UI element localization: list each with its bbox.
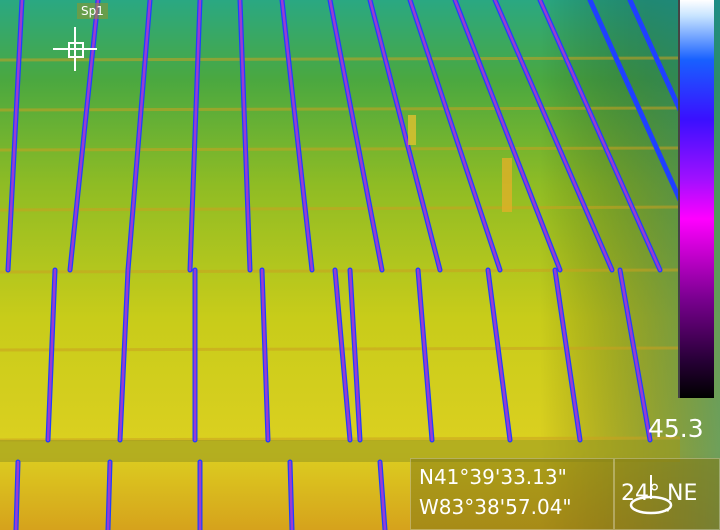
spot-label: Sp1	[77, 3, 108, 19]
gps-latitude: N41°39'33.13"	[419, 465, 567, 489]
gps-panel: N41°39'33.13" W83°38'57.04"	[410, 458, 614, 530]
scale-max-value: 45.3	[648, 414, 704, 443]
spot-marker-crosshair	[53, 27, 97, 71]
temperature-scale-bar	[678, 0, 714, 398]
compass-heading: 24° NE	[621, 481, 698, 506]
compass-rotation-icon	[629, 475, 673, 515]
gps-longitude: W83°38'57.04"	[419, 495, 572, 519]
compass-panel: 24° NE	[614, 458, 720, 530]
